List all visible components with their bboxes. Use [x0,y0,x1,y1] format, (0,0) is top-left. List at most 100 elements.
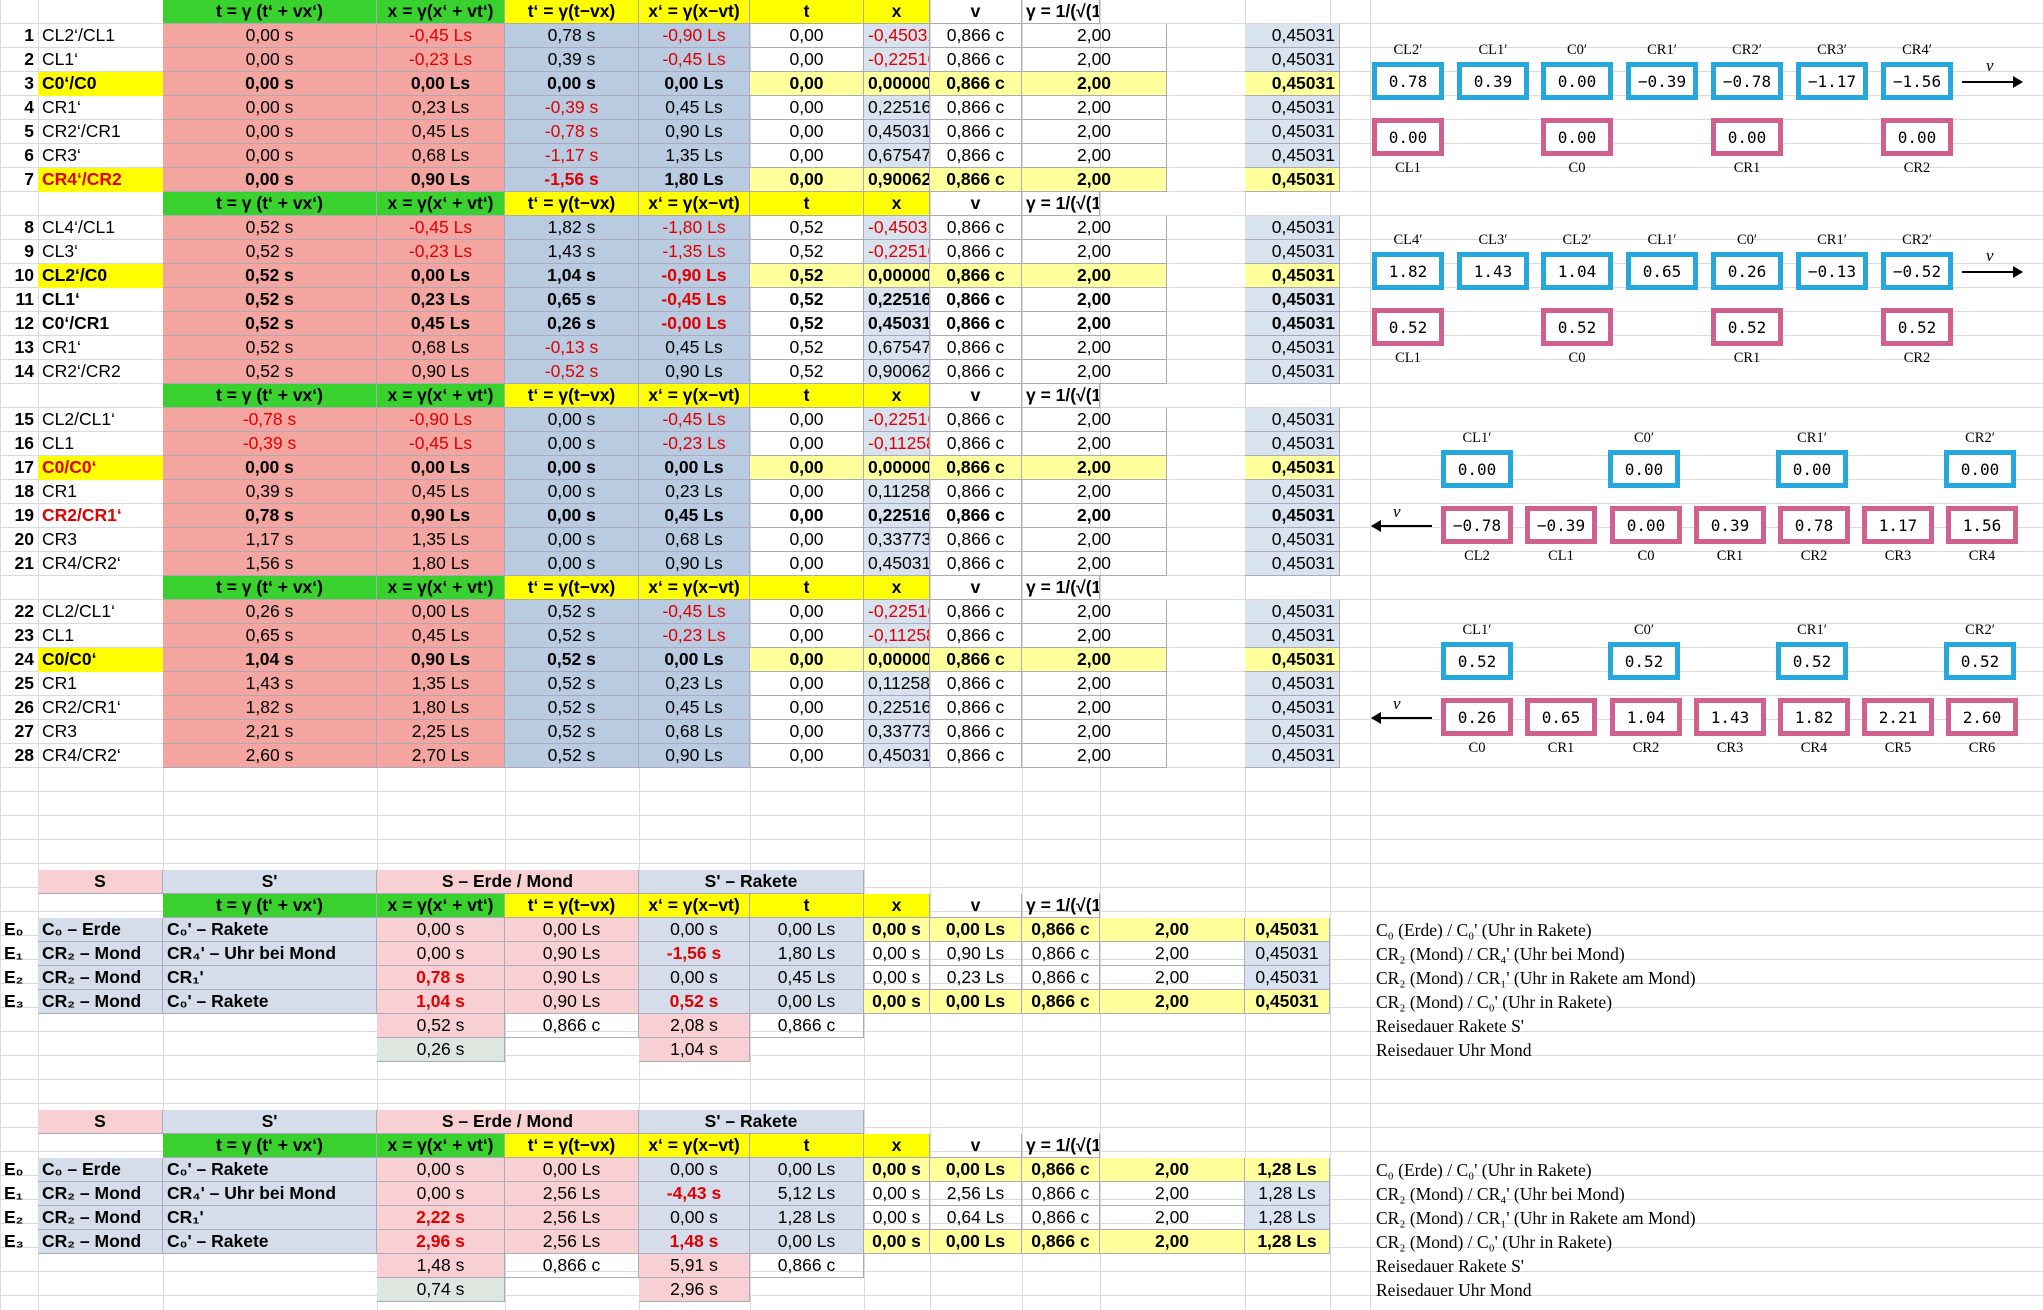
t-prime-cell[interactable]: 0,78 s [505,24,639,48]
gamma-inverse[interactable]: 0,45031 [1245,408,1340,432]
gamma-value[interactable]: 2,00 [1022,552,1167,576]
gamma-value[interactable]: 2,00 [1022,288,1167,312]
frame-sp-clock[interactable]: C₀' – Rakete [163,990,377,1014]
column-header[interactable]: t [750,894,864,918]
row-number[interactable]: 19 [14,505,34,525]
x-cell[interactable]: 0,45 Ls [377,312,505,336]
x-prime-cell[interactable]: -0,90 Ls [639,264,750,288]
clock-box[interactable]: 0.00 [1608,450,1680,488]
t-cell[interactable]: 2,96 s [377,1230,505,1254]
column-header[interactable]: x‘ = γ(x−vt) [639,192,750,216]
gamma-inverse[interactable]: 0,45031 [1245,48,1340,72]
column-header[interactable]: t = γ (t‘ + vx‘) [163,894,377,918]
clock-box[interactable]: 0.00 [1610,506,1682,544]
t-prime-cell[interactable]: 0,00 s [505,72,639,96]
v-value[interactable]: 0,866 c [930,96,1022,120]
t-value[interactable]: 0,52 [750,264,864,288]
t-cell[interactable]: 0,52 s [163,312,377,336]
x-cell[interactable]: 1,80 Ls [377,696,505,720]
t-prime-cell[interactable]: -1,17 s [505,144,639,168]
x-prime-cell[interactable]: -0,90 Ls [639,24,750,48]
t-value[interactable]: 0,00 [750,672,864,696]
v-value[interactable]: 0,866 c [1022,966,1100,990]
t-value[interactable]: 0,00 [750,96,864,120]
x-prime-cell[interactable]: -0,00 Ls [639,312,750,336]
event-label[interactable]: E₀ [4,919,24,939]
gamma-value[interactable]: 2,00 [1100,1182,1245,1206]
row-number[interactable]: 23 [14,625,34,645]
t-cell[interactable]: 0,00 s [163,168,377,192]
gamma-value[interactable]: 2,00 [1100,918,1245,942]
t-prime-cell[interactable]: 0,00 s [505,432,639,456]
x-value[interactable]: -0,22516 [864,240,930,264]
x-value[interactable]: 0,00 Ls [930,1230,1022,1254]
t-cell[interactable]: 1,17 s [163,528,377,552]
gamma-value[interactable]: 2,00 [1022,624,1167,648]
gamma-inverse[interactable]: 0,45031 [1245,240,1340,264]
x-value[interactable]: 0,90062 [864,360,930,384]
x-prime-cell[interactable]: 0,90 Ls [639,120,750,144]
column-header[interactable]: x‘ = γ(x−vt) [639,0,750,24]
gamma-inverse[interactable]: 0,45031 [1245,288,1340,312]
column-header[interactable]: t [750,384,864,408]
clock-box[interactable]: 0.00 [1372,118,1444,156]
column-header[interactable]: t = γ (t‘ + vx‘) [163,576,377,600]
v-value[interactable]: 0,866 c [1022,1158,1100,1182]
speed-value[interactable]: 0,866 c [505,1254,639,1278]
frame-s-clock[interactable]: CR₂ – Mond [38,966,163,990]
frame-s-clock[interactable]: C₀ – Erde [38,918,163,942]
x-value[interactable]: 0,11258 [864,672,930,696]
column-header[interactable]: x = γ(x‘ + vt‘) [377,894,505,918]
x-cell[interactable]: 0,45 Ls [377,480,505,504]
column-header[interactable]: t [750,576,864,600]
t-prime-cell[interactable]: 0,52 s [505,624,639,648]
clock-box[interactable]: 1.56 [1946,506,2018,544]
t-prime-cell[interactable]: -0,78 s [505,120,639,144]
v-value[interactable]: 0,866 c [930,48,1022,72]
t-cell[interactable]: 2,60 s [163,744,377,768]
x-prime-cell[interactable]: 0,90 Ls [639,552,750,576]
t-cell[interactable]: -0,39 s [163,432,377,456]
t-value[interactable]: 0,00 [750,696,864,720]
row-number[interactable]: 7 [24,169,34,189]
t-cell[interactable]: 0,00 s [377,1158,505,1182]
t-value[interactable]: 0,00 s [864,966,930,990]
v-value[interactable]: 0,866 c [1022,1182,1100,1206]
t-cell[interactable]: 0,78 s [377,966,505,990]
event-label[interactable]: E₁ [4,1183,23,1203]
gamma-value[interactable]: 2,00 [1100,1230,1245,1254]
t-value[interactable]: 0,00 s [864,1158,930,1182]
gamma-value[interactable]: 2,00 [1022,672,1167,696]
row-number[interactable]: 8 [24,217,34,237]
t-prime-cell[interactable]: 0,00 s [505,480,639,504]
v-value[interactable]: 0,866 c [930,600,1022,624]
t-value[interactable]: 0,00 [750,432,864,456]
x-prime-cell[interactable]: -1,35 Ls [639,240,750,264]
t-value[interactable]: 0,00 s [864,1230,930,1254]
v-value[interactable]: 0,866 c [1022,990,1100,1014]
v-value[interactable]: 0,866 c [930,672,1022,696]
clock-box[interactable]: 1.17 [1862,506,1934,544]
section-title-rocket[interactable]: S' – Rakete [639,870,864,894]
column-header[interactable]: γ = 1/(√(1 - v²)) [1022,1134,1100,1158]
v-value[interactable]: 0,866 c [930,432,1022,456]
gamma-inverse[interactable]: 0,45031 [1245,504,1340,528]
row-number[interactable]: 1 [24,25,34,45]
clock-box[interactable]: 0.00 [1441,450,1513,488]
clock-box[interactable]: 2.21 [1862,698,1934,736]
t-cell[interactable]: 0,00 s [163,96,377,120]
t-cell[interactable]: 0,00 s [163,120,377,144]
t-value[interactable]: 0,00 [750,552,864,576]
x-value[interactable]: -0,11258 [864,624,930,648]
v-value[interactable]: 0,866 c [930,168,1022,192]
x-value[interactable]: 0,00000 [864,264,930,288]
t-prime-cell[interactable]: 0,52 s [505,744,639,768]
row-number[interactable]: 2 [24,49,34,69]
column-header[interactable]: x = γ(x‘ + vt‘) [377,0,505,24]
clock-label[interactable]: CR1 [42,673,78,693]
x-cell[interactable]: 2,25 Ls [377,720,505,744]
gamma-inverse[interactable]: 0,45031 [1245,918,1330,942]
clock-box[interactable]: −0.13 [1796,252,1868,290]
section-title-rocket[interactable]: S' – Rakete [639,1110,864,1134]
column-header[interactable]: t‘ = γ(t−vx) [505,0,639,24]
